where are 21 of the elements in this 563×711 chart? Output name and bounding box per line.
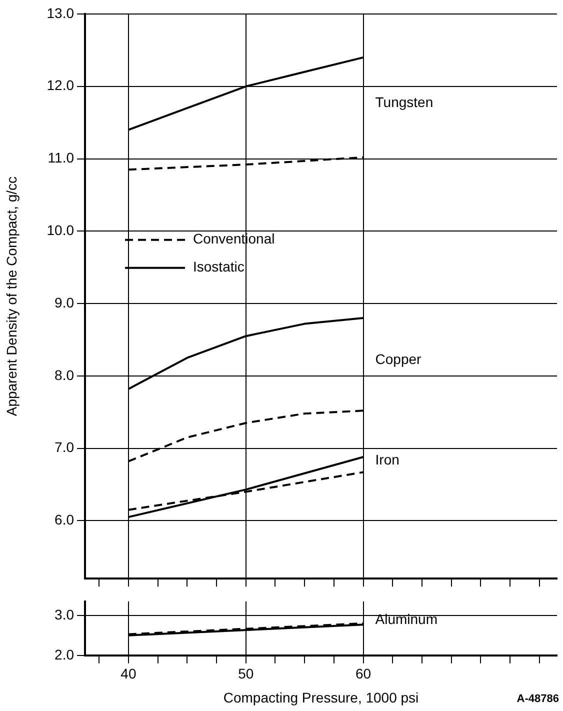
y-tick-label: 7.0 bbox=[54, 439, 74, 456]
legend-label: Isostatic bbox=[193, 258, 244, 275]
text: A-48786 bbox=[516, 693, 559, 706]
x-axis-title: Compacting Pressure, 1000 psi bbox=[223, 689, 419, 706]
y-tick-label: 12.0 bbox=[46, 77, 74, 94]
y-tick-label: 2.0 bbox=[54, 646, 74, 662]
y-tick-label: 8.0 bbox=[54, 366, 74, 383]
y-tick-label: 13.0 bbox=[46, 4, 74, 21]
y-tick-label: 9.0 bbox=[54, 294, 74, 310]
annotation: Aluminum bbox=[375, 610, 438, 627]
y-axis-title: Apparent Density of the Compact, g/cc bbox=[3, 176, 20, 416]
annotation: Tungsten bbox=[375, 94, 434, 110]
x-tick-label: 40 bbox=[120, 666, 136, 682]
x-tick-label: 60 bbox=[355, 666, 372, 682]
y-tick-label: 6.0 bbox=[54, 512, 74, 528]
annotation: Iron bbox=[375, 451, 400, 468]
y-tick-label: 11.0 bbox=[48, 150, 74, 166]
x-tick-label: 50 bbox=[238, 666, 254, 682]
annotation: Copper bbox=[375, 351, 422, 368]
y-tick-label: 10.0 bbox=[46, 222, 74, 238]
y-tick-label: 3.0 bbox=[54, 606, 74, 622]
